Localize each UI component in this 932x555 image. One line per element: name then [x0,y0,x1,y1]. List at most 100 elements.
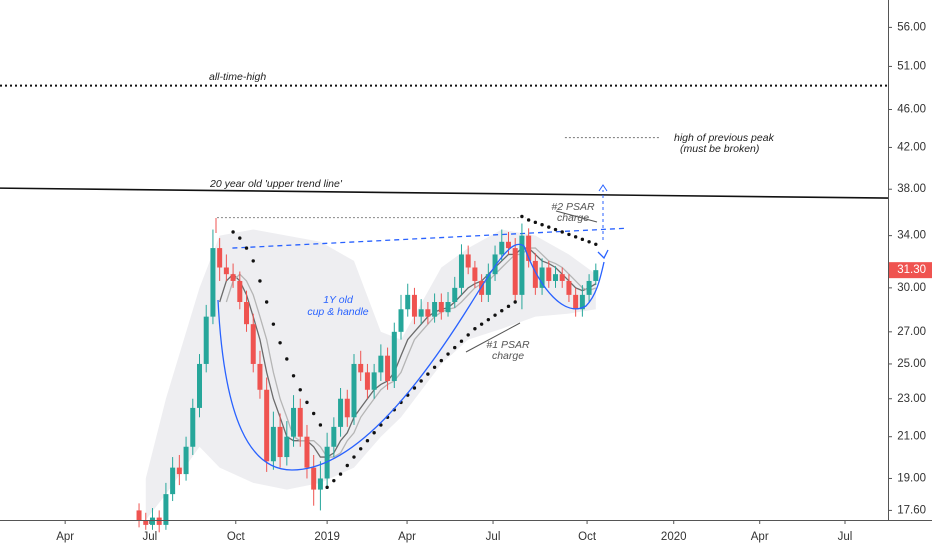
psar-dot [251,259,255,263]
x-tick-label: Apr [398,531,416,543]
candle-body [149,517,155,525]
candle-body [297,407,303,437]
candle-body [351,363,357,418]
psar-dot [506,304,511,309]
candle-body [277,426,283,458]
y-tick-label: 30.00 [897,282,926,294]
psar2-note: charge [557,212,589,224]
psar-dot [372,431,376,435]
psar-dot [338,472,343,476]
psar2-note: #2 PSAR [551,201,595,213]
psar-dot [432,365,437,369]
candle-body [250,324,256,364]
candle-body [331,426,337,447]
candle-body [317,478,323,490]
candle-body [499,241,505,255]
psar-dot [594,242,598,247]
candle-body [573,294,579,310]
y-tick-label: 38.00 [897,183,926,195]
candle-body [445,302,451,313]
cup-note: cup & handle [307,306,368,318]
psar1-note: #1 PSAR [486,339,530,351]
candle-body [210,248,216,317]
x-tick-label: Jul [838,531,853,543]
x-tick-label: 2020 [661,531,687,543]
candle-body [586,280,592,295]
psar-dot [311,411,316,416]
candle-body [559,274,565,281]
candle-body [378,355,384,373]
candle-body [425,309,431,317]
psar-dot [298,388,302,392]
psar-dot [291,374,296,378]
candle-body [196,363,202,408]
x-tick-label: Jul [142,531,157,543]
candle-body [230,274,236,281]
candle-body [344,398,350,418]
candle-body [176,467,182,475]
candle-body [566,280,572,295]
candle-body [143,520,149,525]
candle-body [170,467,176,495]
cup-note: 1Y old [323,294,354,306]
candle-body [479,280,485,295]
psar-dot [580,237,585,242]
candle-body [217,248,223,268]
peak-note: high of previous peak [674,132,775,144]
psar-dot [573,235,578,239]
psar-dot [520,214,524,219]
x-tick-label: 2019 [314,531,340,543]
peak-note: (must be broken) [680,143,759,155]
candle-body [418,309,424,317]
candle-body [465,254,471,268]
psar-dot [325,485,329,490]
psar-dot [264,300,269,304]
psar-dot [419,379,423,383]
x-tick-label: Oct [578,531,597,543]
psar-dot [453,345,457,350]
psar-dot [587,240,591,244]
candle-body [237,280,243,303]
candle-body [244,302,250,325]
psar-dot [466,333,470,337]
x-tick-label: Apr [751,531,769,543]
band-area [145,229,596,520]
psar-dot [459,339,464,343]
psar-dot [500,309,504,313]
y-tick-label: 19.00 [897,472,926,484]
y-tick-label: 34.00 [897,230,926,242]
psar-dot [238,236,242,240]
psar1-arrow [465,322,521,353]
y-tick-label: 21.00 [897,431,926,443]
foreground-layer: 17.60 19.00 21.00 23.00 25.00 27.00 30.00 34.00… [56,21,932,543]
moving-average [225,247,597,458]
candle-body [593,270,599,281]
candle-body [311,467,317,490]
cup-curve [217,243,605,471]
candle-body [264,389,270,462]
candle-body [492,254,498,275]
psar-dot [258,279,262,283]
candle-body [505,241,511,249]
psar-dot [479,322,484,326]
cup-arrow [597,249,609,260]
candle-body [532,260,538,288]
psar2-arrow [555,210,598,223]
candle-body [398,309,404,332]
psar-dot [540,223,544,227]
candle-body [458,254,464,288]
last-price-label: 31.30 [897,264,926,276]
candle-body [304,436,310,468]
psar-dot [526,218,531,222]
x-tick-label: Apr [56,531,74,543]
psar-dot [244,246,249,250]
candle-body [183,446,189,475]
ath-note: all-time-high [209,71,266,83]
psar-dot [318,423,323,427]
candle-body [432,302,438,317]
psar-dot [439,358,444,363]
psar-dot [567,232,571,237]
psar-dot [332,478,336,483]
